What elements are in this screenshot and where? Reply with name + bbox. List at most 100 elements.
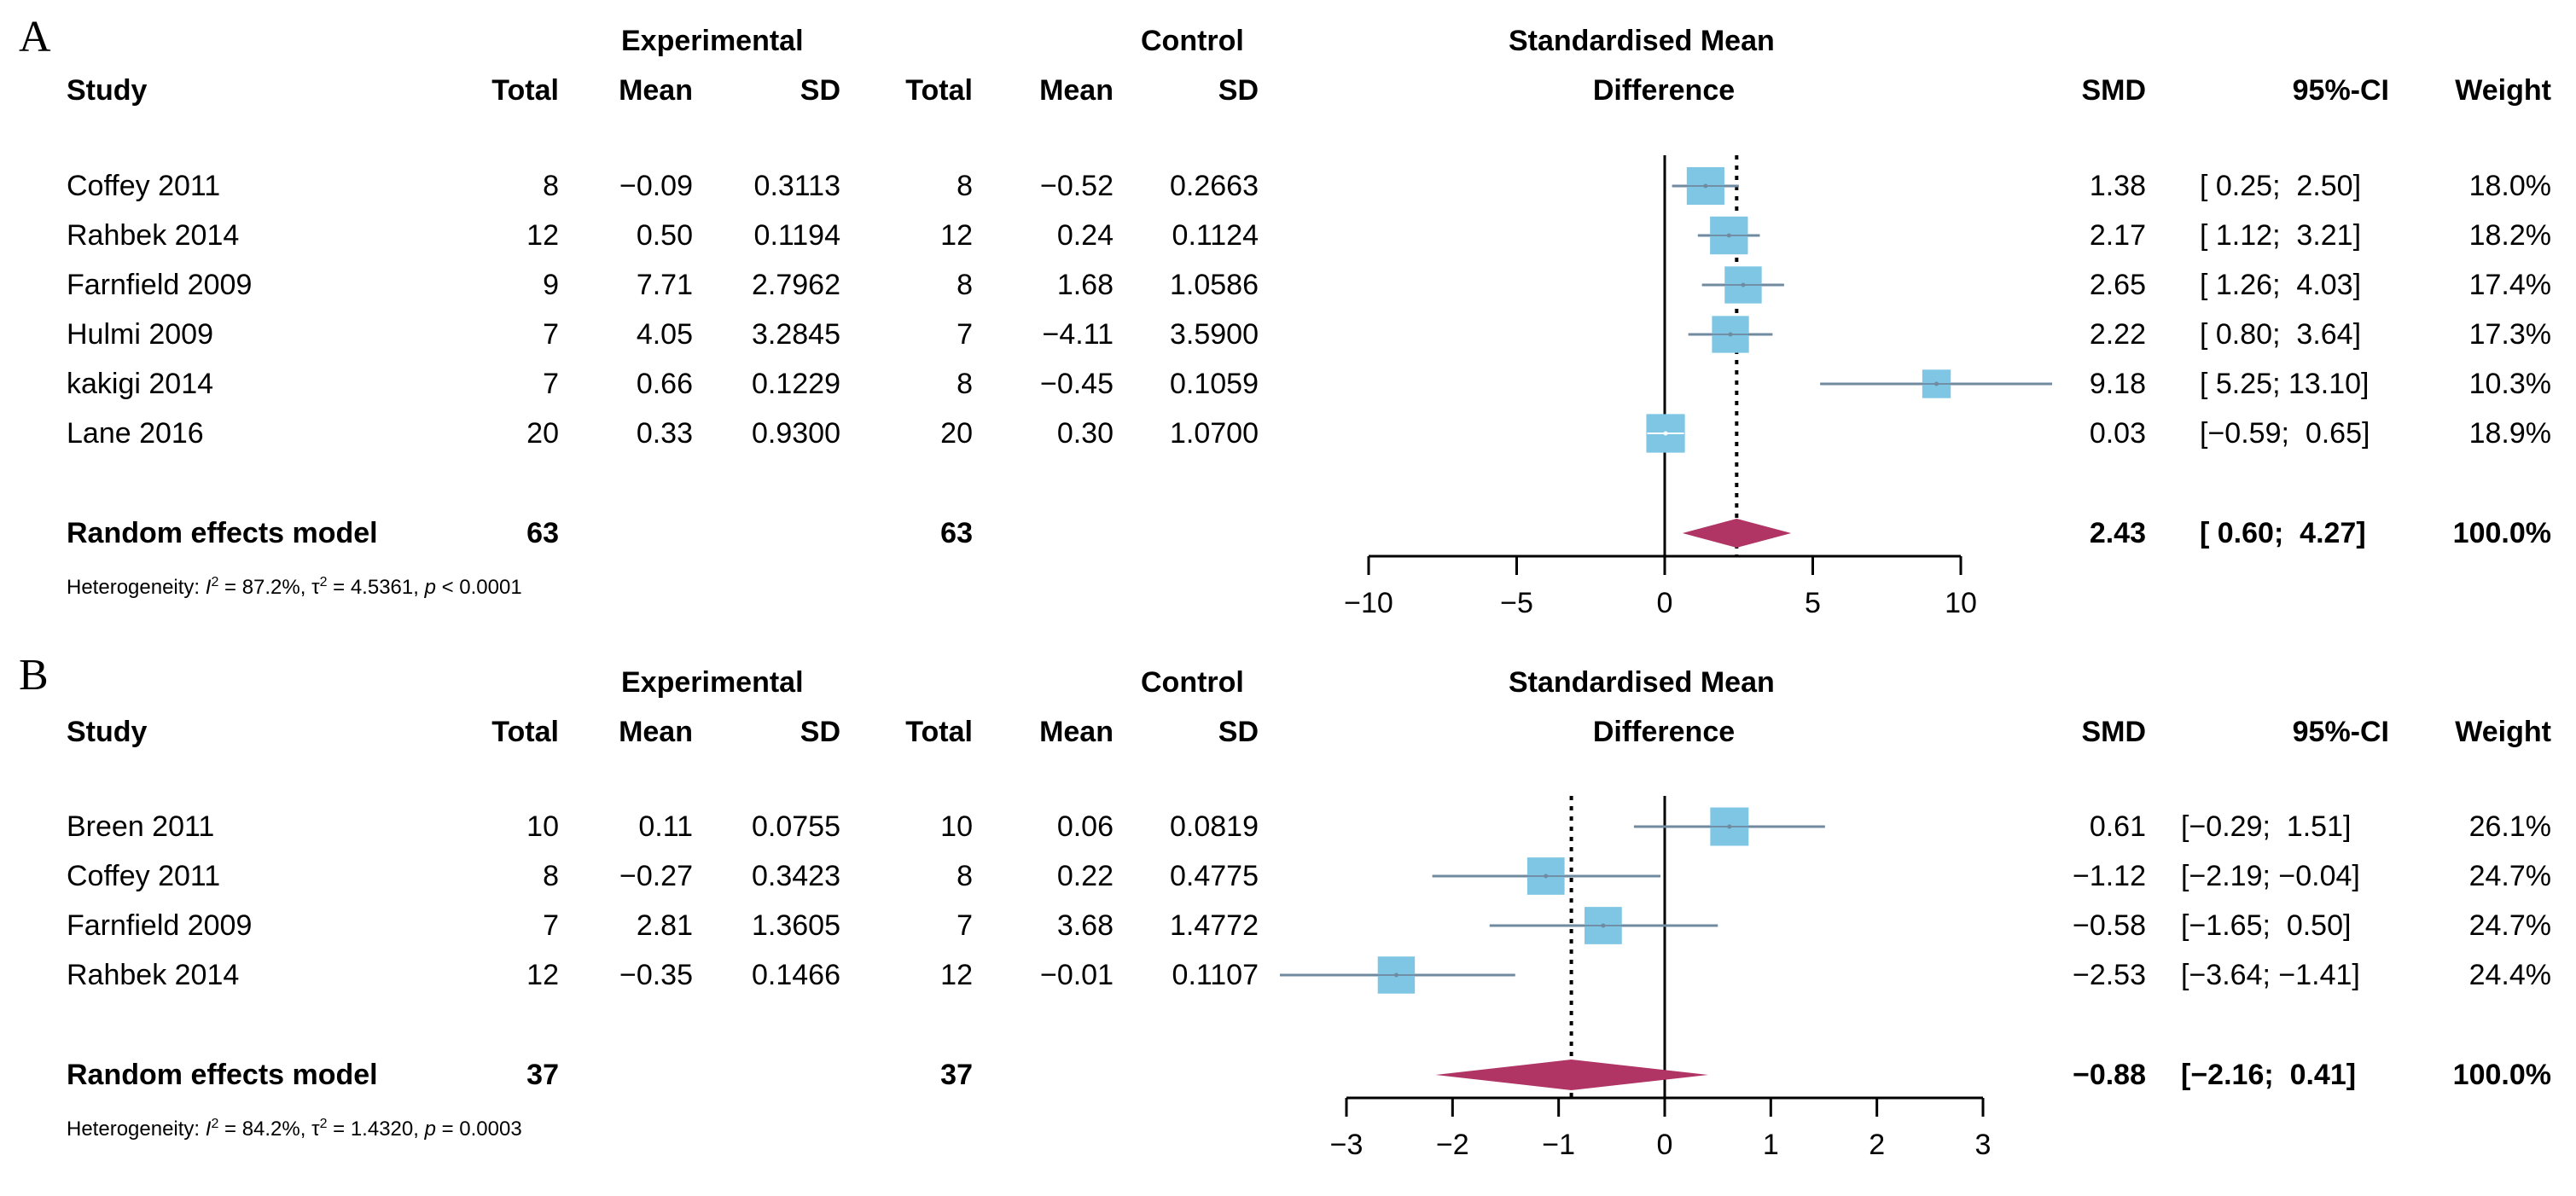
table-row: Lane 2016 20 0.33 0.9300 20 0.30 1.0700 … — [0, 416, 2576, 450]
point-estimate — [1726, 233, 1731, 238]
panel-letter: A — [19, 13, 51, 61]
smd-title-line1: Standardised Mean — [1509, 666, 1775, 699]
study-name: Rahbek 2014 — [67, 959, 240, 991]
study-name: Farnfield 2009 — [67, 909, 253, 942]
control-header: Control — [1141, 666, 1244, 699]
exp-mean: 0.50 — [636, 219, 693, 252]
ctl-total-header: Total — [905, 74, 973, 107]
ctl-total-header: Total — [905, 716, 973, 748]
ctl-sd: 3.5900 — [1170, 318, 1259, 351]
ctl-total: 8 — [957, 368, 973, 400]
point-estimate — [1728, 332, 1733, 337]
table-row: Hulmi 2009 7 4.05 3.2845 7 −4.11 3.5900 … — [0, 317, 2576, 351]
exp-sd: 0.3113 — [753, 170, 840, 202]
ctl-total: 8 — [957, 860, 973, 892]
pooled-row: Random effects model 37 37 −0.88 [−2.16;… — [0, 1058, 2576, 1092]
weight-value: 26.1% — [2468, 810, 2551, 843]
ci-value: [ 0.80; 3.64] — [2200, 318, 2362, 351]
smd-value: 2.17 — [2089, 219, 2146, 252]
ctl-mean-header: Mean — [1039, 716, 1114, 748]
weight-value: 24.7% — [2468, 909, 2551, 942]
ci-value: [−3.64; −1.41] — [2181, 959, 2360, 991]
ctl-sd: 0.1107 — [1172, 959, 1259, 991]
ctl-total: 10 — [940, 810, 973, 843]
heterogeneity-stats: Heterogeneity: I2 = 84.2%, τ2 = 1.4320, … — [67, 1117, 522, 1141]
ctl-total: 12 — [940, 959, 973, 991]
ci-value: [−2.19; −0.04] — [2181, 860, 2360, 892]
ctl-total: 8 — [957, 269, 973, 301]
smd-value: −2.53 — [2072, 959, 2146, 991]
exp-sd: 3.2845 — [752, 318, 840, 351]
exp-mean: 4.05 — [636, 318, 693, 351]
weight-value: 17.3% — [2468, 318, 2551, 351]
smd-value: −0.58 — [2072, 909, 2146, 942]
study-name: kakigi 2014 — [67, 368, 214, 400]
ctl-total: 20 — [940, 417, 973, 450]
smd-title-line1: Standardised Mean — [1509, 25, 1775, 57]
ci-value: [−1.65; 0.50] — [2181, 909, 2352, 942]
exp-mean: 2.81 — [636, 909, 693, 942]
table-row: Rahbek 2014 12 0.50 0.1194 12 0.24 0.112… — [0, 218, 2576, 253]
point-estimate — [1741, 282, 1746, 287]
exp-sd: 2.7962 — [752, 269, 840, 301]
exp-sd: 0.0755 — [752, 810, 840, 843]
exp-total-header: Total — [491, 74, 559, 107]
exp-total: 7 — [543, 318, 559, 351]
pooled-row: Random effects model 63 63 2.43 [ 0.60; … — [0, 516, 2576, 550]
exp-sd: 0.9300 — [752, 417, 840, 450]
x-tick-label: −5 — [1500, 587, 1533, 619]
point-estimate — [1727, 824, 1732, 829]
exp-total: 12 — [526, 219, 559, 252]
weight-value: 24.7% — [2468, 860, 2551, 892]
study-name: Breen 2011 — [67, 810, 215, 843]
x-tick-label: 1 — [1763, 1129, 1779, 1161]
study-name: Farnfield 2009 — [67, 269, 253, 301]
point-estimate — [1703, 183, 1708, 189]
smd-value: 2.65 — [2089, 269, 2146, 301]
weight-value: 18.9% — [2468, 417, 2551, 450]
exp-mean: 7.71 — [636, 269, 693, 301]
ci-value: [−0.59; 0.65] — [2200, 417, 2370, 450]
exp-mean-header: Mean — [619, 74, 693, 107]
study-name: Rahbek 2014 — [67, 219, 240, 252]
ctl-sd: 0.1059 — [1170, 368, 1259, 400]
forest-plot-area-a: −10 −5 0 5 10 — [1344, 155, 2052, 619]
exp-sd-header: SD — [800, 716, 840, 748]
ctl-mean: 0.30 — [1056, 417, 1114, 450]
exp-mean: −0.27 — [619, 860, 693, 892]
ctl-sd-header: SD — [1218, 74, 1259, 107]
point-estimate — [1601, 923, 1606, 928]
ctl-sd: 0.2663 — [1170, 170, 1259, 202]
ctl-mean: 0.24 — [1056, 219, 1114, 252]
pooled-smd: 2.43 — [2089, 517, 2146, 549]
study-header: Study — [67, 74, 148, 107]
forest-plot-a: A Experimental Control Standardised Mean… — [0, 13, 2576, 620]
exp-total: 7 — [543, 909, 559, 942]
exp-total: 8 — [543, 170, 559, 202]
table-row: Coffey 2011 8 −0.09 0.3113 8 −0.52 0.266… — [0, 169, 2576, 203]
point-estimate — [1663, 431, 1668, 436]
smd-value: 1.38 — [2089, 170, 2146, 202]
weight-header: Weight — [2455, 716, 2551, 748]
point-estimate — [1544, 874, 1549, 879]
experimental-header: Experimental — [621, 25, 804, 57]
heterogeneity-stats: Heterogeneity: I2 = 87.2%, τ2 = 4.5361, … — [67, 575, 522, 599]
pooled-label: Random effects model — [67, 517, 378, 549]
exp-sd: 0.3423 — [752, 860, 840, 892]
weight-value: 18.2% — [2468, 219, 2551, 252]
ctl-total: 7 — [957, 318, 973, 351]
ci-value: [ 5.25; 13.10] — [2200, 368, 2370, 400]
ci-value: [ 1.26; 4.03] — [2200, 269, 2362, 301]
exp-sd: 0.1194 — [753, 219, 840, 252]
exp-sd: 0.1466 — [752, 959, 840, 991]
ctl-sd: 0.1124 — [1172, 219, 1259, 252]
x-tick-label: −2 — [1436, 1129, 1469, 1161]
panel-letter: B — [19, 651, 49, 700]
exp-mean: −0.35 — [619, 959, 693, 991]
table-row: Coffey 2011 8 −0.27 0.3423 8 0.22 0.4775… — [0, 859, 2576, 893]
smd-title-line2: Difference — [1592, 74, 1736, 107]
exp-sd-header: SD — [800, 74, 840, 107]
ctl-sd: 0.0819 — [1170, 810, 1259, 843]
ctl-mean: −4.11 — [1042, 318, 1114, 351]
ctl-total: 12 — [940, 219, 973, 252]
